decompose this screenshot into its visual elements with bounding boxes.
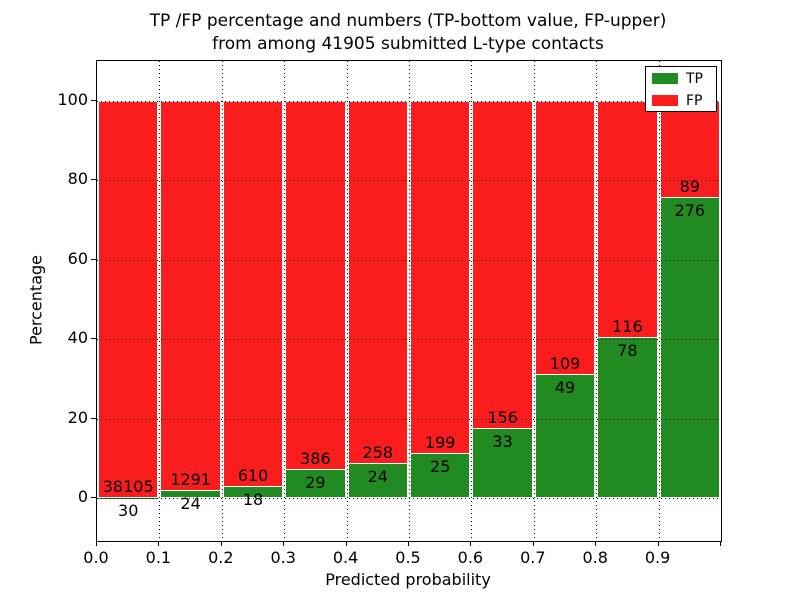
fp-count-label: 610 bbox=[237, 465, 269, 485]
x-tick-label: 0.9 bbox=[644, 548, 671, 567]
bar-fp-segment bbox=[98, 100, 159, 498]
bar-tp-segment bbox=[472, 428, 533, 499]
bar-tp-segment bbox=[597, 338, 658, 499]
tp-count-label: 49 bbox=[554, 377, 576, 397]
bar-fp-segment bbox=[659, 100, 720, 198]
x-tick bbox=[220, 541, 222, 546]
bar-tp-segment bbox=[410, 453, 471, 499]
x-tick bbox=[470, 541, 472, 546]
fp-count-label: 116 bbox=[612, 317, 643, 337]
x-tick bbox=[283, 541, 285, 546]
y-tick-label: 100 bbox=[57, 89, 88, 109]
x-tick-label: 0.8 bbox=[582, 548, 608, 567]
bar-tp-segment bbox=[534, 374, 596, 499]
legend-fp-label: FP bbox=[686, 92, 703, 109]
tp-count-label: 18 bbox=[242, 489, 264, 509]
y-tick bbox=[91, 497, 96, 499]
legend-tp-label: TP bbox=[686, 70, 703, 87]
x-tick-label: 0.2 bbox=[208, 548, 234, 567]
chart-title-line2: from among 41905 submitted L-type contac… bbox=[212, 34, 604, 54]
x-tick-label: 0.0 bbox=[83, 548, 109, 567]
bar-fp-segment bbox=[410, 100, 471, 454]
bar-fp-segment bbox=[472, 100, 533, 429]
legend-item-fp: FP bbox=[646, 90, 716, 111]
legend-fp-swatch-icon bbox=[652, 95, 678, 106]
y-tick bbox=[91, 258, 96, 260]
fp-count-label: 109 bbox=[549, 353, 581, 373]
bar-fp-segment bbox=[597, 100, 658, 339]
y-tick bbox=[91, 99, 96, 101]
x-tick bbox=[158, 541, 160, 546]
bars-layer bbox=[97, 61, 721, 541]
bar-fp-segment bbox=[160, 100, 221, 491]
x-tick bbox=[657, 541, 659, 546]
plot-area: 38105 30 1291 24 610 18 386 29 258 24 199 25 156 33 10… bbox=[96, 60, 722, 542]
y-tick-label: 20 bbox=[67, 407, 88, 427]
y-tick bbox=[91, 338, 96, 340]
x-tick bbox=[96, 541, 97, 546]
x-tick bbox=[345, 541, 347, 546]
fp-count-label: 89 bbox=[679, 176, 700, 196]
fp-count-label: 199 bbox=[424, 432, 456, 452]
y-tick-label: 80 bbox=[67, 169, 88, 189]
bar-tp-segment bbox=[285, 470, 346, 499]
bar-fp-segment bbox=[285, 100, 346, 471]
bar-tp-segment bbox=[160, 491, 221, 499]
bar-fp-segment bbox=[534, 100, 596, 375]
tp-count-label: 30 bbox=[118, 500, 139, 520]
fp-count-label: 1291 bbox=[170, 470, 211, 489]
y-tick bbox=[91, 417, 96, 419]
x-tick-label: 0.5 bbox=[395, 548, 421, 567]
legend-item-tp: TP bbox=[646, 68, 716, 89]
chart-title-line1: TP /FP percentage and numbers (TP-bottom… bbox=[149, 11, 667, 31]
x-tick-label: 0.6 bbox=[457, 548, 484, 567]
bar-tp-segment bbox=[222, 486, 284, 499]
bar-count-labels-layer: 38105 30 1291 24 610 18 386 29 258 24 199 25 156 33 10… bbox=[97, 61, 721, 541]
tp-count-label: 33 bbox=[492, 431, 513, 451]
x-tick bbox=[408, 541, 409, 546]
fp-count-label: 38105 bbox=[102, 476, 154, 496]
tp-count-label: 24 bbox=[180, 494, 201, 513]
y-tick-label: 0 bbox=[77, 487, 88, 507]
bar-tp-segment bbox=[347, 464, 408, 499]
x-tick bbox=[595, 541, 597, 546]
tp-count-label: 25 bbox=[430, 456, 451, 476]
x-tick-label: 0.1 bbox=[145, 548, 172, 567]
x-tick bbox=[532, 541, 534, 546]
tp-count-label: 24 bbox=[367, 467, 388, 487]
x-tick-label: 0.3 bbox=[270, 548, 296, 567]
legend-tp-swatch-icon bbox=[652, 73, 678, 84]
y-axis-label: Percentage bbox=[26, 254, 46, 346]
y-tick bbox=[91, 179, 96, 181]
tp-count-label: 276 bbox=[674, 200, 706, 220]
legend: TP FP bbox=[645, 66, 717, 112]
tp-count-label: 78 bbox=[617, 341, 638, 361]
bar-fp-segment bbox=[347, 100, 408, 465]
x-tick bbox=[720, 541, 721, 546]
fp-count-label: 258 bbox=[362, 443, 394, 463]
y-tick-label: 40 bbox=[67, 328, 88, 348]
x-tick-label: 0.4 bbox=[332, 548, 359, 567]
fp-count-label: 156 bbox=[487, 407, 518, 427]
bar-fp-segment bbox=[222, 100, 284, 487]
fp-count-label: 386 bbox=[300, 449, 331, 469]
bar-tp-segment bbox=[659, 197, 720, 499]
x-axis-label: Predicted probability bbox=[325, 570, 491, 589]
tp-count-label: 29 bbox=[305, 473, 326, 493]
y-tick-label: 60 bbox=[67, 248, 88, 268]
x-tick-label: 0.7 bbox=[520, 548, 546, 567]
